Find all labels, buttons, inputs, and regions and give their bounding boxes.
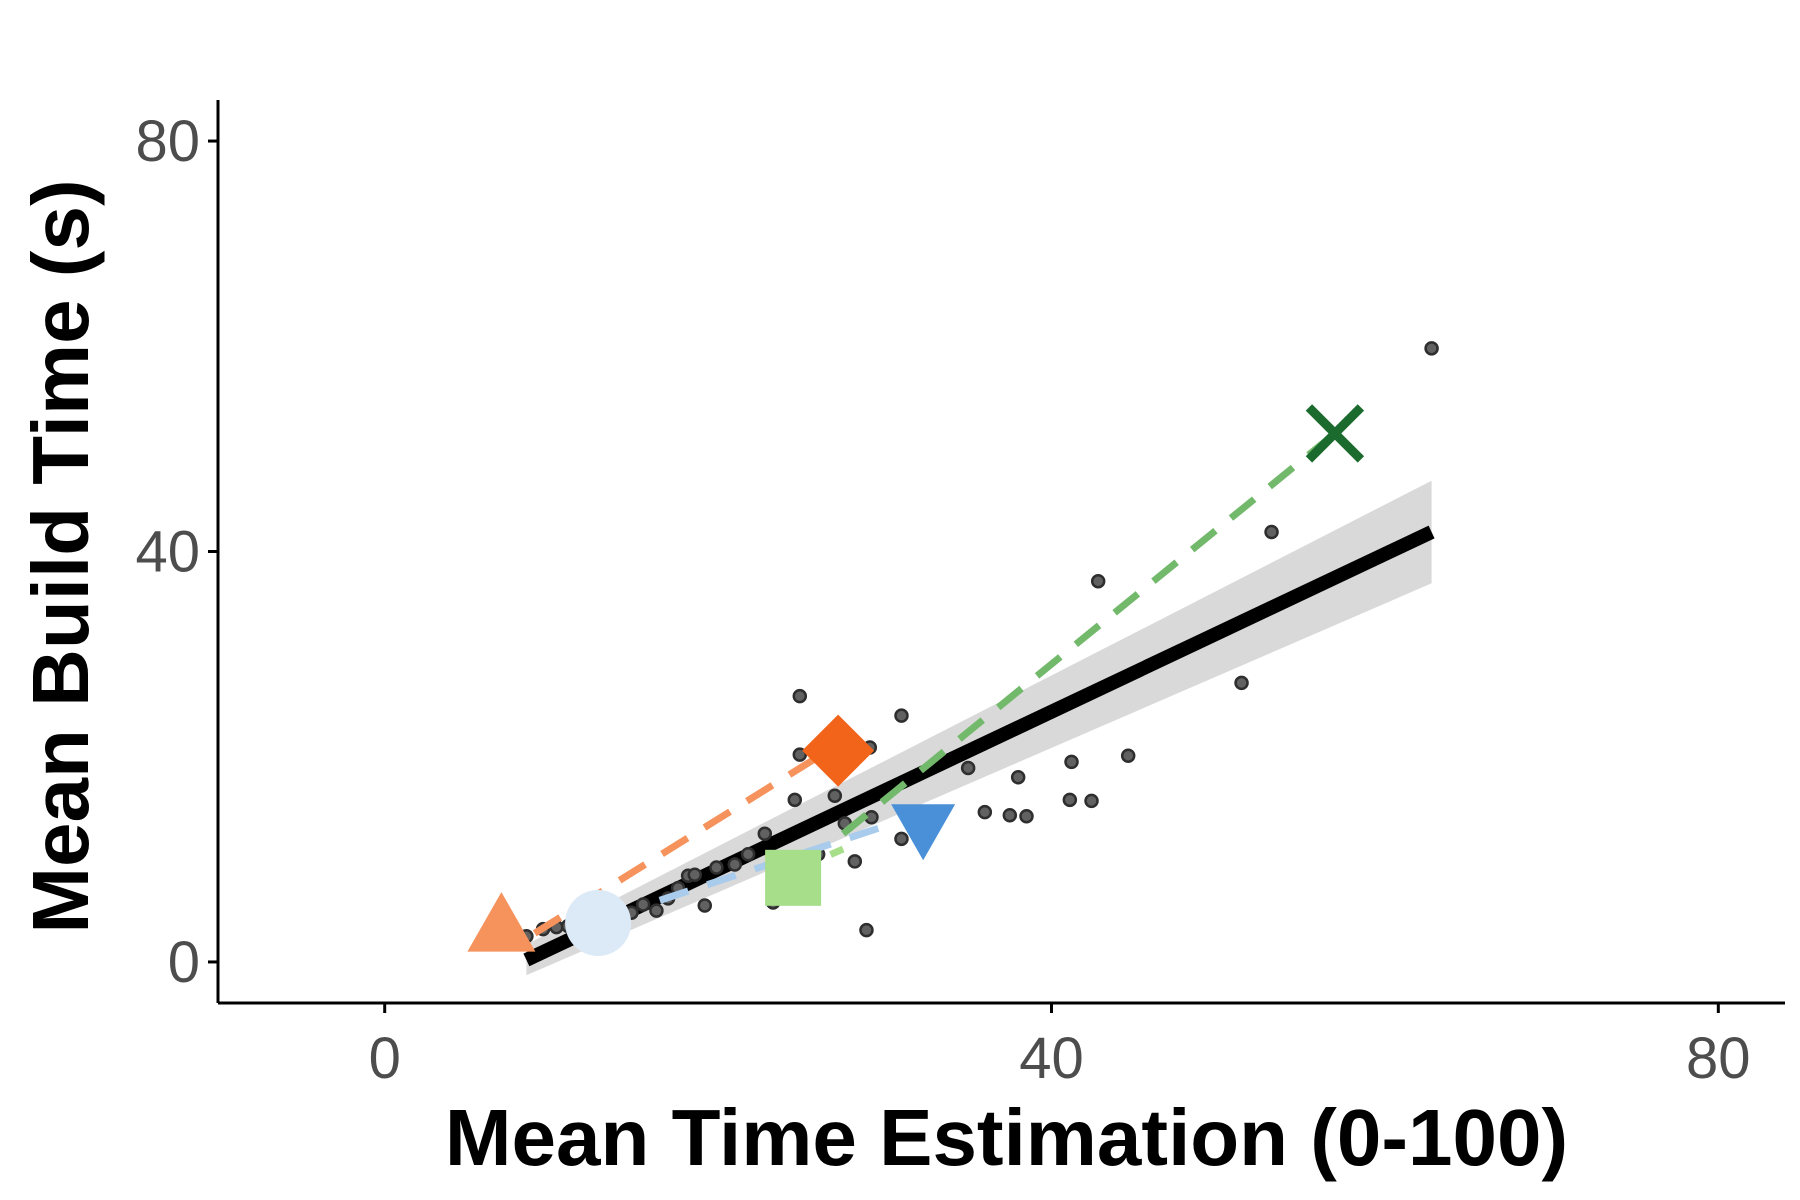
data-point bbox=[1424, 341, 1439, 356]
group-marker-square bbox=[765, 849, 822, 906]
data-point bbox=[787, 792, 803, 808]
x-tick-label: 0 bbox=[369, 1026, 401, 1091]
data-point bbox=[697, 898, 713, 913]
data-point bbox=[649, 903, 664, 918]
group-marker-triangle-up bbox=[467, 892, 536, 952]
data-point bbox=[894, 831, 909, 847]
group-markers-layer bbox=[467, 404, 1365, 956]
data-point bbox=[727, 857, 743, 872]
x-axis-title: Mean Time Estimation (0-100) bbox=[445, 1093, 1568, 1182]
data-point bbox=[827, 788, 843, 803]
y-tick-label: 0 bbox=[168, 930, 200, 995]
data-point bbox=[635, 897, 651, 912]
group-marker-triangle-down bbox=[891, 804, 956, 861]
axes-layer bbox=[216, 100, 1785, 1005]
data-point bbox=[1264, 524, 1279, 540]
data-point bbox=[792, 688, 808, 704]
data-point bbox=[1002, 807, 1018, 823]
data-point bbox=[757, 826, 773, 841]
data-point bbox=[1019, 808, 1034, 824]
y-tick-label: 40 bbox=[135, 520, 200, 585]
y-tick-label: 80 bbox=[135, 109, 200, 174]
data-points-layer bbox=[519, 341, 1439, 944]
data-point bbox=[1064, 754, 1079, 770]
group-marker-diamond bbox=[802, 714, 875, 787]
data-point bbox=[1234, 675, 1249, 691]
data-point bbox=[960, 760, 976, 776]
data-point bbox=[977, 804, 993, 820]
data-point bbox=[894, 708, 909, 723]
x-tick-label: 80 bbox=[1686, 1026, 1751, 1091]
group-marker-circle bbox=[565, 889, 632, 956]
ticks-layer: 0 40 80 0 40 80 bbox=[135, 109, 1750, 1091]
group-marker-cross bbox=[1305, 404, 1365, 463]
cross-stroke bbox=[1305, 404, 1365, 463]
data-point bbox=[859, 922, 874, 938]
group-lines-layer bbox=[532, 430, 1338, 937]
data-point bbox=[1090, 574, 1106, 589]
data-point bbox=[740, 846, 756, 862]
y-axis-title: Mean Build Time (s) bbox=[16, 179, 105, 933]
data-point bbox=[709, 860, 724, 875]
group-trend-line bbox=[840, 430, 1338, 837]
data-point bbox=[847, 854, 863, 869]
x-tick-label: 40 bbox=[1019, 1026, 1084, 1091]
data-point bbox=[687, 867, 703, 882]
data-point bbox=[1062, 792, 1078, 808]
data-point bbox=[792, 747, 808, 762]
data-point bbox=[1010, 770, 1026, 785]
data-point bbox=[1120, 748, 1136, 763]
data-point bbox=[1084, 793, 1099, 809]
